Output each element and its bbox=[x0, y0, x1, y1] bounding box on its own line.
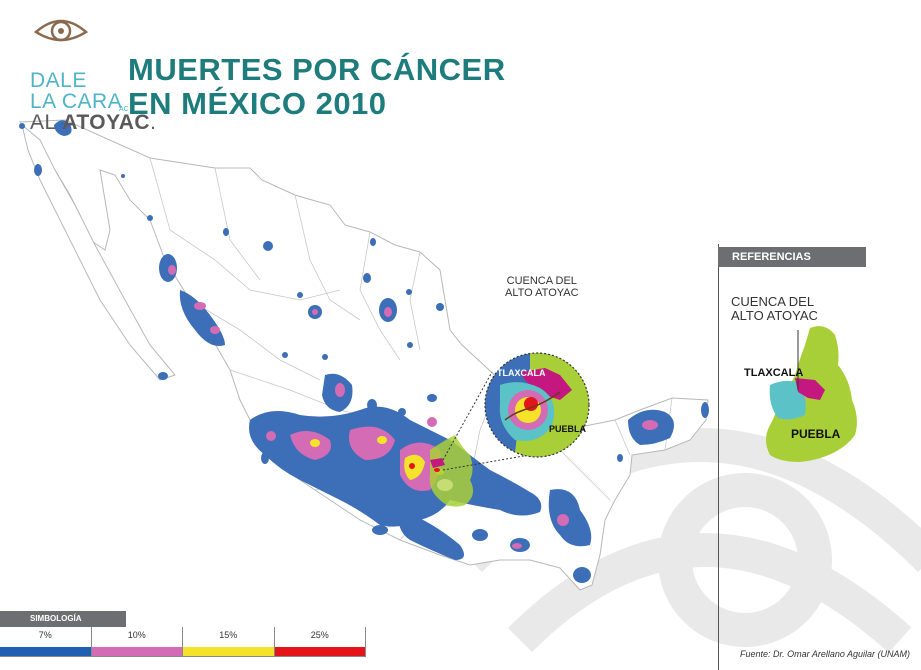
legend-label-7pct: 7% bbox=[38, 630, 52, 640]
legend-swatch-10pct bbox=[91, 647, 182, 656]
referencias-cuenca-line-2: ALTO ATOYAC bbox=[731, 308, 818, 323]
referencias-cuenca-label: CUENCA DEL ALTO ATOYAC bbox=[731, 295, 818, 323]
legend-swatch-25pct bbox=[274, 647, 365, 656]
referencias-header: REFERENCIAS bbox=[718, 247, 866, 267]
source-credit: Fuente: Dr. Omar Arellano Aguilar (UNAM) bbox=[740, 649, 911, 659]
referencias-panel bbox=[718, 244, 867, 670]
referencias-cuenca-line-1: CUENCA DEL bbox=[731, 294, 815, 309]
inset-label-tlaxcala: TLAXCALA bbox=[497, 368, 546, 378]
logo-line-3-suffix: . bbox=[150, 111, 157, 134]
country-outline bbox=[19, 119, 709, 591]
inset-label-puebla: PUEBLA bbox=[549, 424, 587, 434]
logo-line-3: AL ATOYAC. bbox=[30, 112, 156, 133]
reference-puebla-shape bbox=[766, 326, 857, 462]
map-label-cuenca: CUENCA DEL ALTO ATOYAC bbox=[505, 275, 579, 299]
legend-item-25pct: 25% bbox=[274, 627, 366, 657]
page-title-line-1: MUERTES POR CÁNCER bbox=[128, 52, 506, 87]
simbologia-header: SIMBOLOGÍA bbox=[0, 611, 126, 627]
simbologia-legend: 7% 10% 15% 25% bbox=[0, 627, 366, 657]
legend-label-15pct: 15% bbox=[219, 630, 238, 640]
logo-line-3-prefix: AL bbox=[30, 111, 63, 134]
legend-label-25pct: 25% bbox=[310, 630, 329, 640]
map-label-cuenca-line-1: CUENCA DEL bbox=[506, 275, 577, 287]
referencias-tlaxcala-label: TLAXCALA bbox=[744, 367, 804, 379]
legend-swatch-7pct bbox=[0, 647, 91, 656]
legend-item-7pct: 7% bbox=[0, 627, 92, 657]
legend-label-10pct: 10% bbox=[127, 630, 146, 640]
inset-zoom-circle bbox=[485, 353, 589, 457]
legend-item-10pct: 10% bbox=[91, 627, 183, 657]
legend-item-15pct: 15% bbox=[183, 627, 275, 657]
logo-line-3-bold: ATOYAC bbox=[62, 111, 151, 134]
logo-ac: AC bbox=[119, 106, 129, 113]
logo-line-2: LA CARA bbox=[30, 90, 123, 113]
eye-icon bbox=[34, 19, 88, 42]
puebla-tlaxcala-main bbox=[429, 435, 474, 507]
legend-swatch-15pct bbox=[183, 647, 274, 656]
referencias-puebla-label: PUEBLA bbox=[791, 427, 841, 441]
inset-border bbox=[484, 352, 590, 458]
logo-line-1: DALE bbox=[30, 69, 87, 92]
page-title-line-2: EN MÉXICO 2010 bbox=[128, 86, 387, 121]
map-label-cuenca-line-2: ALTO ATOYAC bbox=[505, 287, 579, 299]
